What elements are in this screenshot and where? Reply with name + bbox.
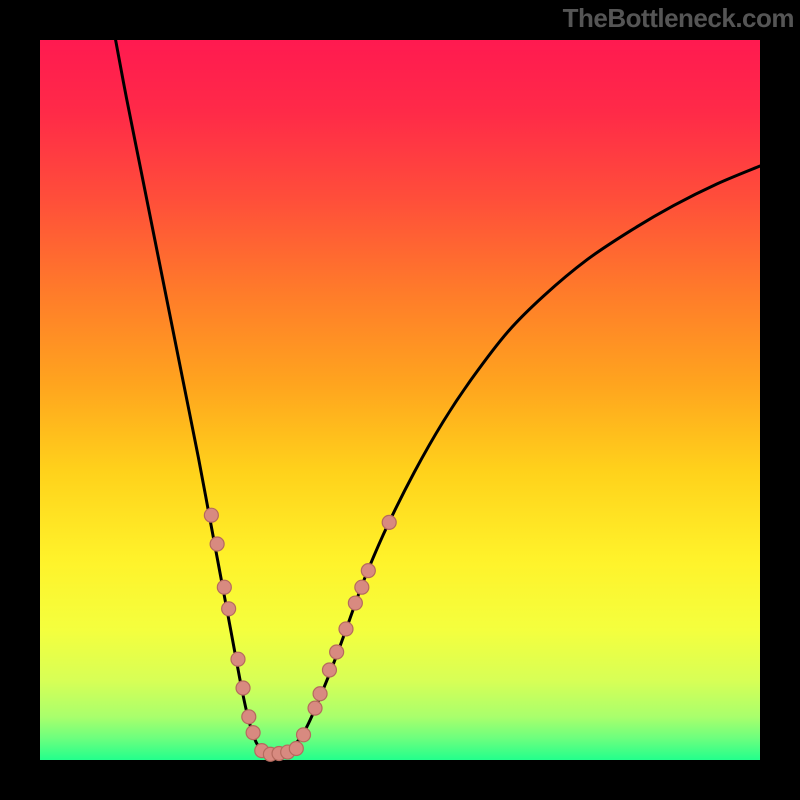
chart-container: TheBottleneck.com bbox=[0, 0, 800, 800]
data-point bbox=[308, 701, 322, 715]
data-point bbox=[231, 652, 245, 666]
data-point bbox=[246, 726, 260, 740]
data-point bbox=[217, 580, 231, 594]
data-point bbox=[297, 728, 311, 742]
bottleneck-chart bbox=[0, 0, 800, 800]
data-point bbox=[289, 741, 303, 755]
data-point bbox=[204, 508, 218, 522]
data-point bbox=[382, 515, 396, 529]
data-point bbox=[236, 681, 250, 695]
data-point bbox=[313, 687, 327, 701]
data-point bbox=[348, 596, 362, 610]
data-point bbox=[355, 580, 369, 594]
gradient-background bbox=[40, 40, 760, 760]
data-point bbox=[361, 564, 375, 578]
data-point bbox=[222, 602, 236, 616]
data-point bbox=[339, 622, 353, 636]
data-point bbox=[322, 663, 336, 677]
data-point bbox=[330, 645, 344, 659]
data-point bbox=[210, 537, 224, 551]
data-point bbox=[242, 710, 256, 724]
